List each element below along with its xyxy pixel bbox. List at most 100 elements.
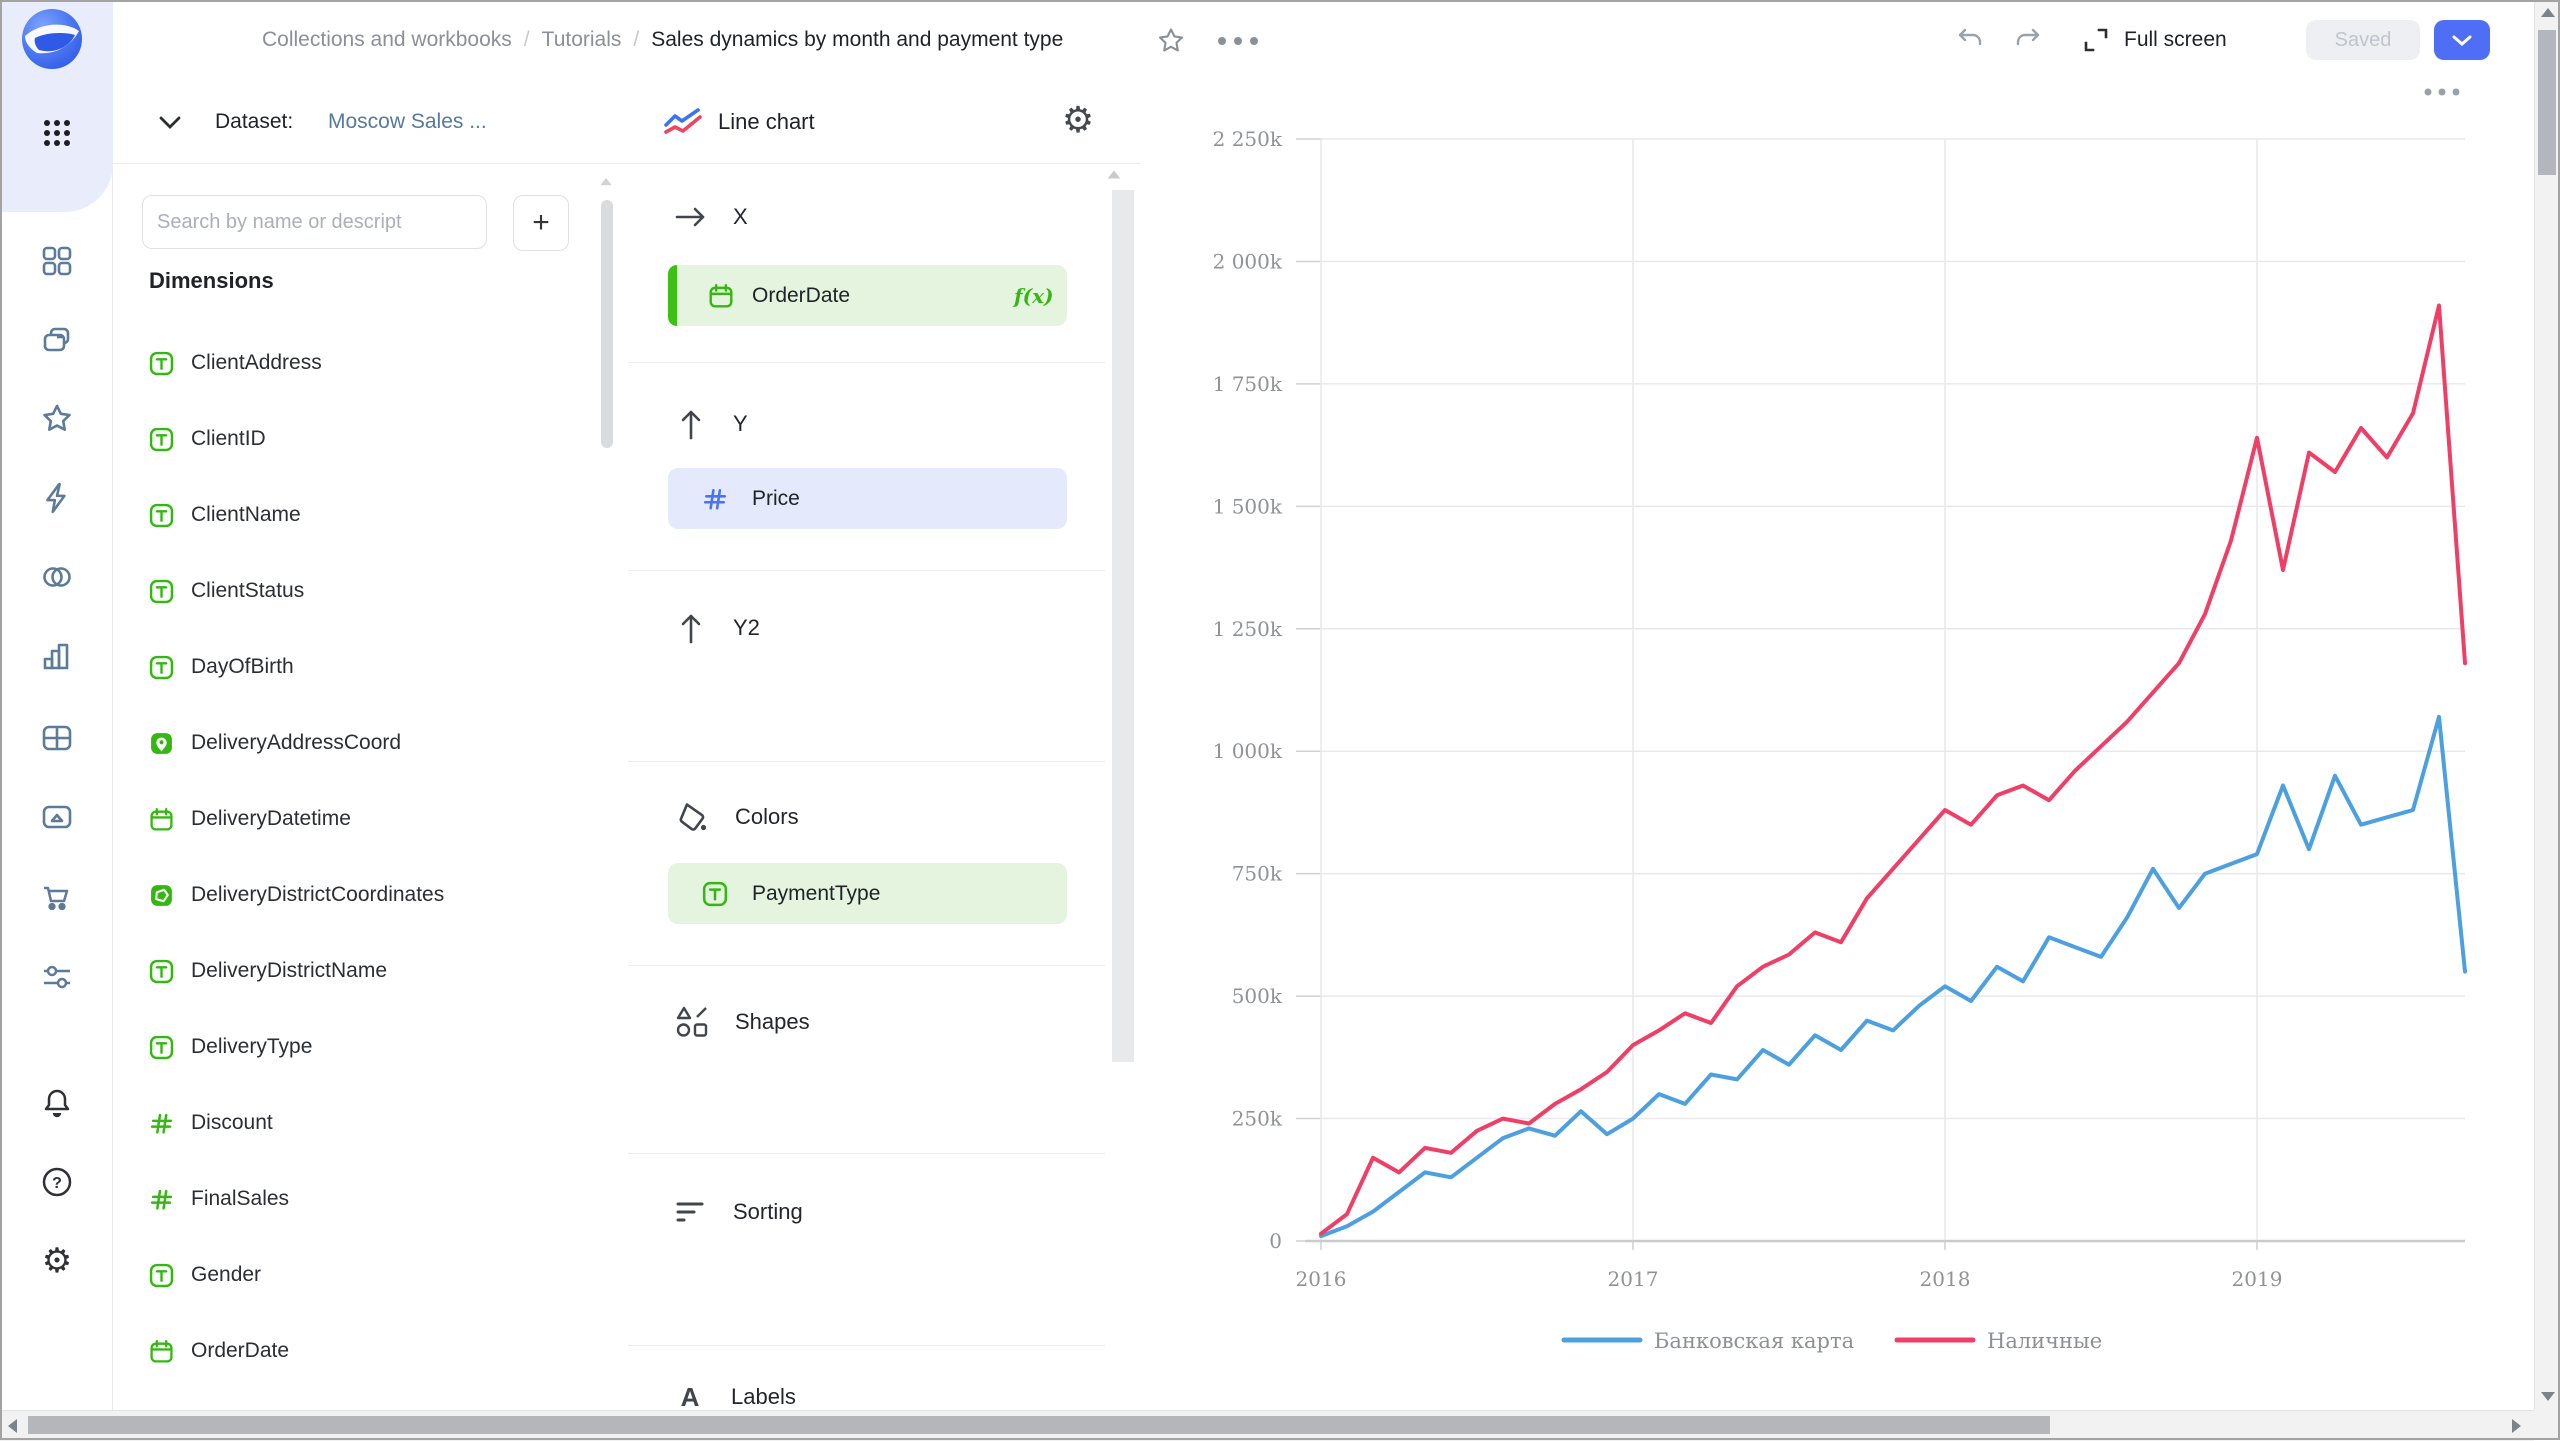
search-input[interactable] [142, 195, 487, 249]
legend-item-0[interactable]: Банковская карта [1561, 1329, 1854, 1353]
horizontal-scroll-thumb[interactable] [28, 1416, 2050, 1434]
chart-type-selector[interactable]: Line chart [662, 80, 815, 163]
field-row-Gender[interactable]: Gender [113, 1237, 629, 1313]
charts-icon[interactable] [40, 639, 74, 673]
dataset-label: Dataset: [215, 109, 294, 133]
scrollbar-corner [2534, 1410, 2560, 1440]
fullscreen-button[interactable]: Full screen [2124, 28, 2227, 51]
number-field-icon [150, 1189, 173, 1210]
chart-menu-button[interactable] [2418, 82, 2466, 102]
field-row-ClientStatus[interactable]: ClientStatus [113, 553, 629, 629]
section-shapes: Shapes [675, 1004, 810, 1040]
panel-scroll-up-icon[interactable] [600, 177, 612, 186]
field-label: Discount [191, 1111, 273, 1134]
y-axis-arrow-icon [681, 410, 701, 440]
svg-text:2018: 2018 [1920, 1267, 1971, 1291]
field-row-DeliveryAddressCoord[interactable]: DeliveryAddressCoord [113, 705, 629, 781]
more-options-icon[interactable] [1216, 36, 1260, 46]
field-label: DeliveryDistrictName [191, 959, 388, 982]
svg-text:2 250k: 2 250k [1213, 127, 1283, 151]
datalens-logo[interactable] [21, 8, 83, 70]
x-field-pill[interactable]: OrderDate f(x) [668, 265, 1067, 326]
formula-icon[interactable]: f(x) [1014, 283, 1054, 308]
section-labels: A Labels [675, 1379, 796, 1415]
config-header: Line chart ⚙ [628, 80, 1140, 164]
y-field-pill[interactable]: Price [668, 468, 1067, 529]
section-divider [628, 965, 1105, 966]
section-shapes-label: Shapes [735, 1009, 810, 1034]
text-field-icon [702, 881, 728, 906]
chart-settings-gear-icon[interactable]: ⚙ [1061, 99, 1095, 140]
svg-text:Банковская карта: Банковская карта [1654, 1329, 1854, 1353]
gallery-icon[interactable] [40, 800, 74, 834]
connections-bolt-icon[interactable] [40, 481, 74, 515]
services-sliders-icon[interactable] [40, 960, 74, 994]
settings-gear-icon[interactable]: ⚙ [41, 1242, 73, 1280]
date-field-icon [150, 807, 173, 831]
field-row-ClientID[interactable]: ClientID [113, 401, 629, 477]
save-dropdown-button[interactable] [2434, 20, 2490, 60]
section-divider [628, 761, 1105, 762]
text-field-icon [149, 579, 174, 603]
collections-icon[interactable] [40, 323, 74, 357]
dataset-name-link[interactable]: Moscow Sales ... [328, 109, 487, 133]
help-icon[interactable]: ? [40, 1165, 74, 1199]
dataset-collapse-chevron-icon[interactable] [159, 116, 181, 129]
breadcrumb-collections[interactable]: Collections and workbooks [262, 28, 512, 51]
field-row-FinalSales[interactable]: FinalSales [113, 1161, 629, 1237]
scroll-right-icon[interactable] [2512, 1419, 2521, 1433]
field-row-Discount[interactable]: Discount [113, 1085, 629, 1161]
undo-icon[interactable] [1956, 26, 1986, 56]
date-field-icon [150, 1339, 173, 1363]
text-field-icon [149, 655, 174, 679]
scroll-up-icon[interactable] [2541, 8, 2555, 17]
svg-text:2019: 2019 [2232, 1267, 2283, 1291]
breadcrumb-separator: / [633, 28, 640, 51]
text-field-icon [149, 427, 174, 451]
legend-item-1[interactable]: Наличные [1894, 1329, 2102, 1353]
field-label: DeliveryType [191, 1035, 313, 1058]
expand-icon[interactable] [2082, 26, 2112, 56]
chart-type-label: Line chart [718, 108, 815, 134]
scroll-down-icon[interactable] [2541, 1392, 2555, 1401]
marketplace-cart-icon[interactable] [40, 881, 74, 915]
star-icon[interactable] [1156, 26, 1186, 56]
widgets-icon[interactable] [40, 244, 74, 278]
text-field-icon [149, 351, 174, 375]
saved-button[interactable]: Saved [2306, 20, 2420, 60]
breadcrumb: Collections and workbooks / Tutorials / … [262, 0, 1063, 80]
add-field-button[interactable]: + [513, 195, 569, 251]
datasets-icon[interactable] [40, 560, 74, 594]
apps-grid-icon[interactable] [43, 119, 71, 147]
colors-field-pill[interactable]: PaymentType [668, 863, 1067, 924]
redo-icon[interactable] [2014, 26, 2044, 56]
scroll-left-icon[interactable] [8, 1419, 17, 1433]
field-row-DeliveryType[interactable]: DeliveryType [113, 1009, 629, 1085]
window-vertical-scrollbar[interactable] [2534, 0, 2560, 1410]
number-field-icon [150, 1113, 173, 1134]
field-label: ClientName [191, 503, 301, 526]
notifications-bell-icon[interactable] [40, 1086, 74, 1120]
breadcrumb-separator: / [523, 28, 530, 51]
field-row-DeliveryDistrictName[interactable]: DeliveryDistrictName [113, 933, 629, 1009]
dropdown-chevron-icon [2452, 35, 2472, 46]
breadcrumb-tutorials[interactable]: Tutorials [541, 28, 622, 51]
svg-text:1 000k: 1 000k [1213, 739, 1283, 763]
geopolygon-field-icon [151, 884, 172, 906]
field-row-DeliveryDistrictCoordinates[interactable]: DeliveryDistrictCoordinates [113, 857, 629, 933]
field-row-DeliveryDatetime[interactable]: DeliveryDatetime [113, 781, 629, 857]
field-label: DeliveryDatetime [191, 807, 351, 830]
field-row-ClientAddress[interactable]: ClientAddress [113, 325, 629, 401]
dataset-panel-scrollbar[interactable] [601, 200, 613, 448]
vertical-scroll-thumb[interactable] [2538, 30, 2556, 175]
favorites-star-icon[interactable] [40, 402, 74, 436]
field-row-OrderDate[interactable]: OrderDate [113, 1313, 629, 1389]
text-field-icon [149, 503, 174, 527]
dashboards-icon[interactable] [40, 721, 74, 755]
config-panel-scrollbar[interactable] [1112, 190, 1134, 1062]
date-field-icon [709, 283, 733, 307]
field-row-ClientName[interactable]: ClientName [113, 477, 629, 553]
field-row-DayOfBirth[interactable]: DayOfBirth [113, 629, 629, 705]
section-sorting: Sorting [675, 1194, 803, 1230]
panel-scroll-up-icon[interactable] [1107, 170, 1121, 179]
